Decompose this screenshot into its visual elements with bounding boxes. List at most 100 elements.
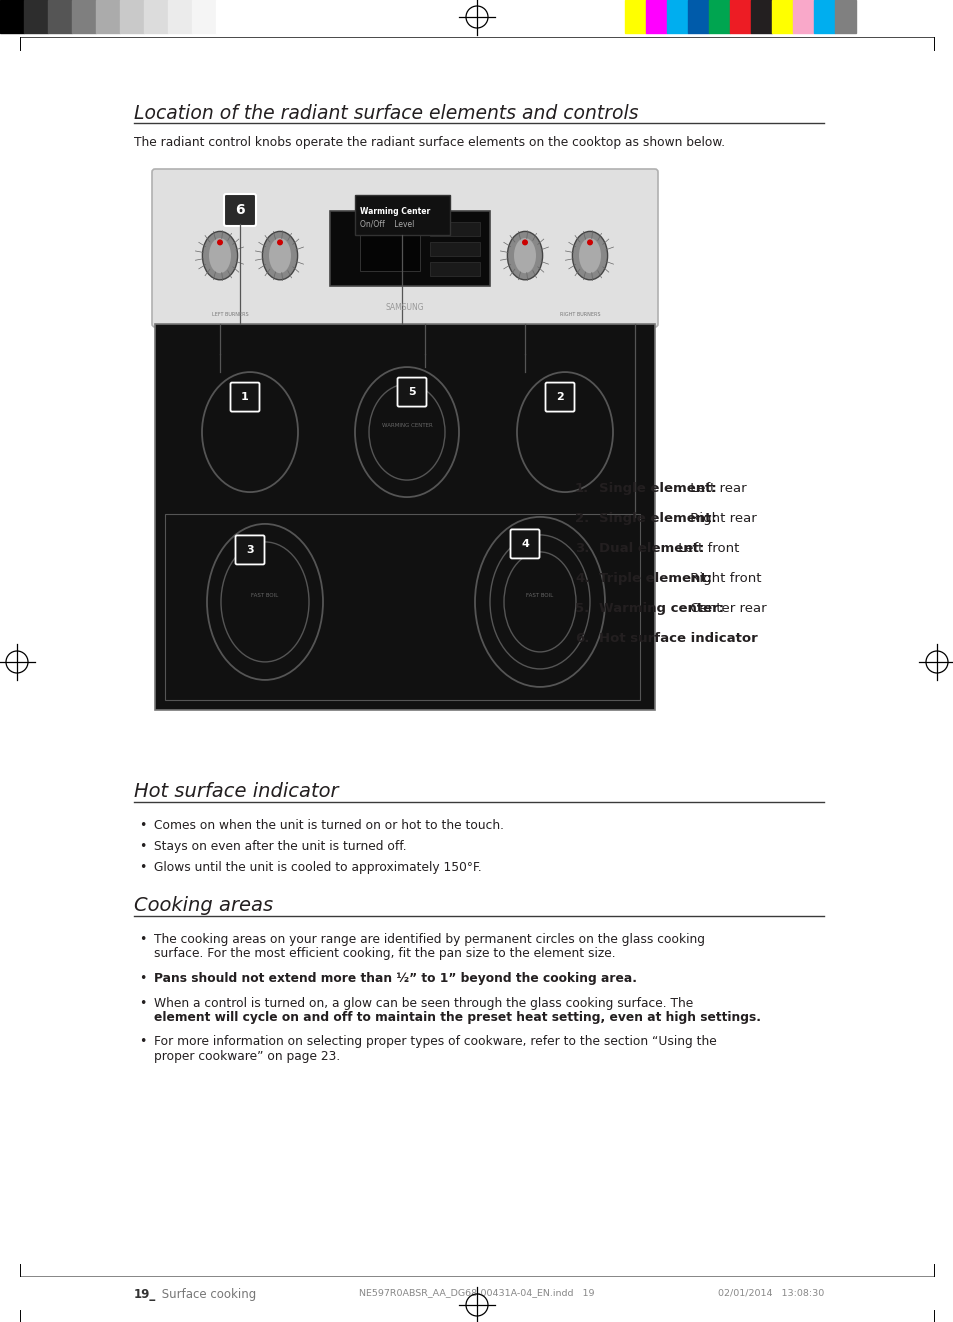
FancyBboxPatch shape [231, 382, 259, 411]
Text: Stays on even after the unit is turned off.: Stays on even after the unit is turned o… [153, 839, 406, 853]
Bar [708, 0, 729, 33]
Text: NE597R0ABSR_AA_DG68-00431A-04_EN.indd   19: NE597R0ABSR_AA_DG68-00431A-04_EN.indd 19 [359, 1288, 594, 1297]
Text: 4: 4 [520, 539, 528, 549]
Text: Glows until the unit is cooled to approximately 150°F.: Glows until the unit is cooled to approx… [153, 861, 481, 874]
Text: Single element:: Single element: [598, 483, 716, 494]
Text: FAST BOIL: FAST BOIL [526, 594, 553, 598]
Bar [192, 0, 215, 33]
Text: Pans should not extend more than ½” to 1” beyond the cooking area.: Pans should not extend more than ½” to 1… [153, 972, 637, 985]
Bar [165, 514, 639, 701]
Text: Location of the radiant surface elements and controls: Location of the radiant surface elements… [133, 104, 638, 123]
Ellipse shape [514, 238, 536, 274]
Text: The cooking areas on your range are identified by permanent circles on the glass: The cooking areas on your range are iden… [153, 933, 704, 947]
FancyBboxPatch shape [545, 382, 574, 411]
FancyBboxPatch shape [152, 169, 658, 327]
Bar [834, 0, 855, 33]
Text: •: • [139, 933, 146, 947]
Bar [48, 0, 71, 33]
Text: Warming Center: Warming Center [359, 206, 430, 215]
Bar [792, 0, 813, 33]
Text: 5: 5 [408, 387, 416, 397]
Bar [666, 0, 687, 33]
Text: Hot surface indicator: Hot surface indicator [133, 783, 338, 801]
Text: 4.: 4. [575, 572, 589, 586]
Bar [144, 0, 168, 33]
Circle shape [216, 239, 223, 246]
Ellipse shape [262, 231, 297, 280]
Text: 19_: 19_ [133, 1288, 156, 1301]
Text: Surface cooking: Surface cooking [158, 1288, 256, 1301]
Text: •: • [139, 1035, 146, 1048]
Ellipse shape [507, 231, 542, 280]
Bar [0, 0, 24, 33]
Bar [355, 194, 450, 234]
Text: 6: 6 [235, 204, 245, 217]
Text: Hot surface indicator: Hot surface indicator [598, 632, 757, 645]
Bar [120, 0, 144, 33]
Ellipse shape [572, 231, 607, 280]
Text: 6.: 6. [575, 632, 589, 645]
Text: Dual element:: Dual element: [598, 542, 703, 555]
Text: WARMING CENTER: WARMING CENTER [381, 423, 432, 428]
Text: SAMSUNG: SAMSUNG [385, 303, 424, 312]
FancyBboxPatch shape [510, 529, 539, 558]
Text: 2.: 2. [575, 512, 589, 525]
Text: •: • [139, 997, 146, 1010]
FancyBboxPatch shape [224, 194, 255, 226]
Text: RIGHT BURNERS: RIGHT BURNERS [559, 312, 599, 317]
Bar [624, 0, 645, 33]
Bar [645, 0, 666, 33]
Text: The radiant control knobs operate the radiant surface elements on the cooktop as: The radiant control knobs operate the ra… [133, 136, 724, 149]
Bar [729, 0, 750, 33]
Bar [771, 0, 792, 33]
Text: •: • [139, 820, 146, 832]
FancyBboxPatch shape [397, 378, 426, 407]
Bar [687, 0, 708, 33]
Bar [215, 0, 240, 33]
Text: Left front: Left front [674, 542, 739, 555]
Bar [96, 0, 120, 33]
Text: •: • [139, 861, 146, 874]
Bar [359, 231, 419, 271]
Text: Triple element:: Triple element: [598, 572, 711, 586]
Circle shape [276, 239, 283, 246]
Text: On/Off    Level: On/Off Level [359, 219, 414, 229]
Text: 3: 3 [246, 545, 253, 555]
Bar [430, 222, 479, 237]
Ellipse shape [202, 231, 237, 280]
Bar [168, 0, 192, 33]
Text: element will cycle on and off to maintain the preset heat setting, even at high : element will cycle on and off to maintai… [153, 1011, 760, 1025]
Text: Warming center:: Warming center: [598, 602, 723, 615]
Circle shape [586, 239, 593, 246]
Text: Left rear: Left rear [685, 483, 746, 494]
Circle shape [521, 239, 527, 246]
Bar [154, 324, 655, 710]
Text: When a control is turned on, a glow can be seen through the glass cooking surfac: When a control is turned on, a glow can … [153, 997, 693, 1010]
Ellipse shape [578, 238, 600, 274]
Text: For more information on selecting proper types of cookware, refer to the section: For more information on selecting proper… [153, 1035, 716, 1048]
Bar [330, 212, 490, 286]
Text: Right rear: Right rear [685, 512, 756, 525]
Text: •: • [139, 972, 146, 985]
Text: LEFT BURNERS: LEFT BURNERS [212, 312, 248, 317]
Text: 1: 1 [241, 393, 249, 402]
Text: Comes on when the unit is turned on or hot to the touch.: Comes on when the unit is turned on or h… [153, 820, 503, 832]
Text: FAST BOIL: FAST BOIL [251, 594, 278, 598]
Text: 5.: 5. [575, 602, 589, 615]
Ellipse shape [269, 238, 291, 274]
Text: proper cookware” on page 23.: proper cookware” on page 23. [153, 1050, 340, 1063]
Bar [430, 242, 479, 256]
Text: 1.: 1. [575, 483, 589, 494]
Text: surface. For the most efficient cooking, fit the pan size to the element size.: surface. For the most efficient cooking,… [153, 948, 615, 961]
FancyBboxPatch shape [235, 535, 264, 564]
Bar [71, 0, 96, 33]
Text: 3.: 3. [575, 542, 589, 555]
Text: 02/01/2014   13:08:30: 02/01/2014 13:08:30 [717, 1288, 823, 1297]
Text: Cooking areas: Cooking areas [133, 896, 273, 915]
Bar [813, 0, 834, 33]
Text: Single element:: Single element: [598, 512, 716, 525]
Text: Center rear: Center rear [685, 602, 766, 615]
Bar [750, 0, 771, 33]
Text: 2: 2 [556, 393, 563, 402]
Bar [24, 0, 48, 33]
